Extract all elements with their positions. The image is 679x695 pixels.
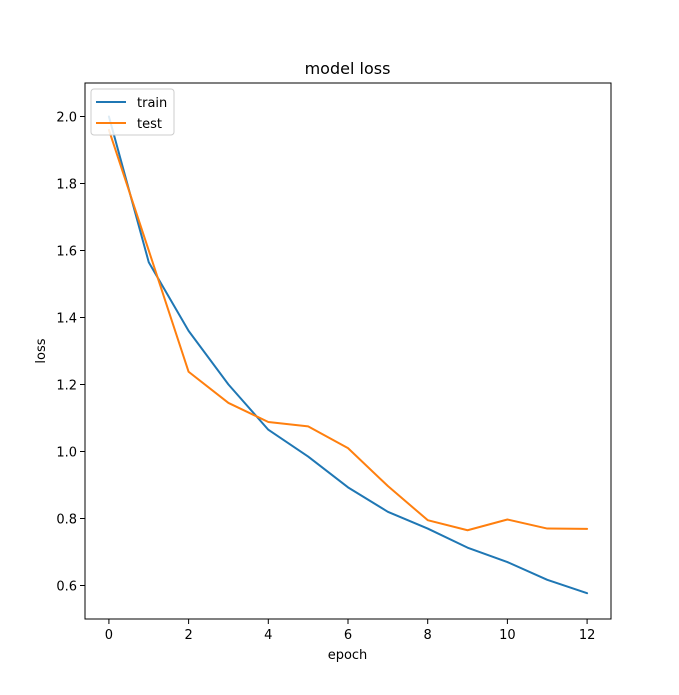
y-axis-label: loss — [34, 338, 49, 363]
y-tick-label: 1.0 — [56, 446, 77, 461]
y-tick-label: 1.4 — [56, 312, 77, 327]
x-tick-label: 2 — [184, 628, 192, 643]
legend: train test — [90, 88, 175, 136]
legend-label-test: test — [137, 117, 162, 132]
plot-area — [84, 82, 612, 620]
y-tick-label: 2.0 — [56, 111, 77, 126]
legend-label-train: train — [137, 96, 167, 111]
y-tick-label: 1.2 — [56, 379, 77, 394]
x-tick-label: 0 — [105, 628, 113, 643]
y-tick-label: 1.6 — [56, 245, 77, 260]
x-tick-label: 8 — [424, 628, 432, 643]
x-tick-label: 4 — [264, 628, 272, 643]
chart-title: model loss — [305, 59, 391, 78]
x-axis-label: epoch — [328, 648, 368, 663]
plot-frame — [84, 82, 612, 620]
y-axis-ticks: 0.6 0.8 1.0 1.2 1.4 1.6 1.8 2.0 — [56, 111, 85, 595]
series-line-train — [107, 115, 589, 595]
series-line-test — [107, 128, 589, 532]
x-tick-label: 6 — [344, 628, 352, 643]
y-tick-label: 0.8 — [56, 513, 77, 528]
x-tick-label: 10 — [499, 628, 516, 643]
series-lines — [107, 115, 589, 595]
x-axis-ticks: 0 2 4 6 8 10 12 — [105, 619, 596, 643]
y-tick-label: 0.6 — [56, 580, 77, 595]
y-tick-label: 1.8 — [56, 178, 77, 193]
x-tick-label: 12 — [579, 628, 596, 643]
